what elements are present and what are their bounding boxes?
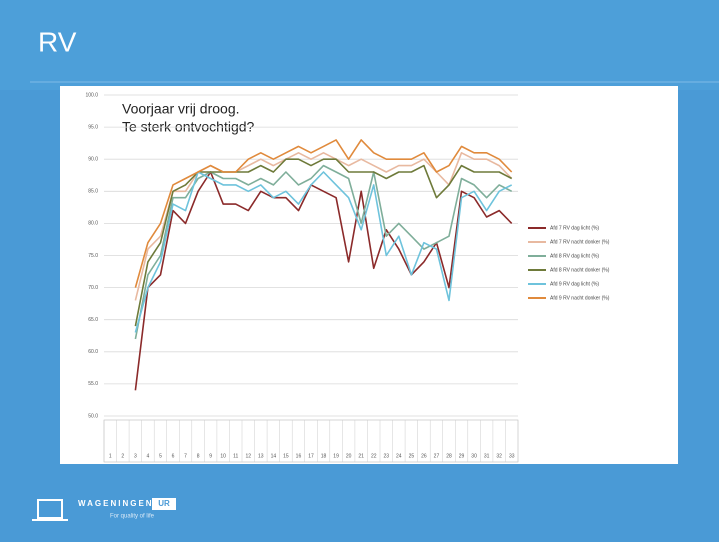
legend-label: Afd 8 RV nacht donker (%) [550,267,610,273]
x-tick-label: 1 [109,453,112,459]
chart-frame [60,86,678,464]
x-tick-label: 29 [459,453,465,459]
logo-text: WAGENINGEN [78,499,154,508]
logo-tagline: For quality of life [110,514,155,520]
y-tick-label: 75.0 [88,253,98,259]
x-tick-label: 4 [147,453,150,459]
x-tick-label: 12 [245,453,251,459]
x-tick-label: 8 [197,453,200,459]
series-line [134,171,513,391]
legend-label: Afd 8 RV dag licht (%) [550,253,599,259]
x-tick-label: 2 [121,453,124,459]
y-tick-label: 60.0 [88,349,98,355]
x-tick-label: 3 [134,453,137,459]
y-tick-label: 50.0 [88,413,98,419]
x-tick-label: 27 [434,453,440,459]
legend-label: Afd 9 RV nacht donker (%) [550,295,610,301]
x-tick-label: 11 [233,453,238,459]
y-tick-label: 65.0 [88,317,98,323]
x-tick-label: 28 [446,453,452,459]
legend-label: Afd 7 RV nacht donker (%) [550,239,610,245]
header-band [0,0,719,90]
x-tick-label: 6 [172,453,175,459]
y-tick-label: 85.0 [88,189,98,195]
annotation: Voorjaar vrij droog. [122,101,240,117]
x-tick-label: 25 [409,453,415,459]
x-tick-label: 10 [220,453,226,459]
y-tick-label: 90.0 [88,157,98,163]
legend-label: Afd 9 RV dag licht (%) [550,281,599,287]
x-tick-label: 31 [484,453,490,459]
series-line [134,164,513,340]
logo-badge-bg [152,498,176,510]
x-tick-label: 18 [321,453,327,459]
x-tick-label: 9 [209,453,212,459]
y-tick-label: 100.0 [85,92,98,98]
x-tick-label: 7 [184,453,187,459]
x-tick-label: 32 [496,453,502,459]
x-tick-label: 22 [371,453,377,459]
x-tick-label: 14 [271,453,277,459]
x-tick-label: 24 [396,453,402,459]
chart: 50.0 55.0 60.0 65.0 70.0 75.0 80.0 85.0 90.0 95.0… [85,92,610,463]
logo-icon [37,499,63,519]
x-tick-label: 26 [421,453,427,459]
x-tick-label: 21 [358,453,364,459]
x-tick-label: 23 [383,453,389,459]
y-tick-label: 55.0 [88,381,98,387]
y-tick-label: 70.0 [88,285,98,291]
x-tick-label: 30 [471,453,477,459]
x-tick-label: 15 [283,453,289,459]
y-tick-label: 80.0 [88,221,98,227]
x-tick-label: 19 [333,453,339,459]
x-tick-label: 20 [346,453,352,459]
logo-badge: UR [158,499,170,508]
x-tick-label: 13 [258,453,264,459]
y-tick-label: 95.0 [88,124,98,130]
legend-label: Afd 7 RV dag licht (%) [550,225,599,231]
x-tick-label: 16 [296,453,302,459]
x-tick-label: 5 [159,453,162,459]
x-tick-label: 17 [308,453,314,459]
slide-title: RV [38,26,77,57]
x-tick-label: 33 [509,453,515,459]
series-line [134,139,513,288]
